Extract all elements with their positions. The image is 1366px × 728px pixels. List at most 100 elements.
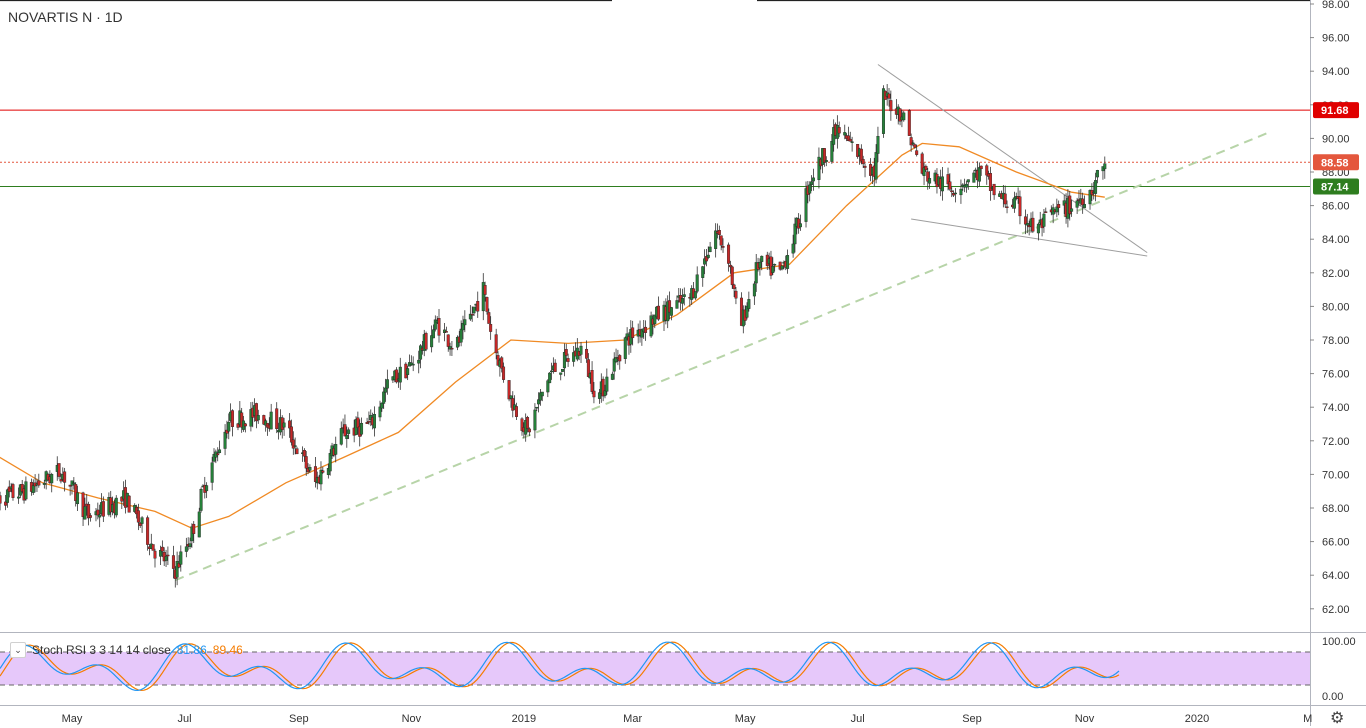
candle-body (708, 246, 712, 253)
candle-body (727, 244, 731, 264)
candle-body (17, 496, 21, 499)
candle-body (367, 421, 371, 423)
candle-body (597, 392, 601, 399)
candle-body (848, 138, 852, 142)
candle-body (553, 362, 557, 372)
candle-body (136, 510, 140, 523)
candle-body (509, 395, 513, 399)
candle-body (98, 514, 102, 518)
candle-body (786, 255, 790, 269)
candle-body (160, 546, 164, 552)
candle-body (417, 359, 421, 364)
price-tick-label: 98.00 (1322, 0, 1350, 11)
price-tick-label: 78.00 (1322, 335, 1350, 347)
candle-body (179, 551, 183, 565)
candle-body (1103, 163, 1107, 170)
time-axis[interactable]: May Jul Sep Nov 2019 Mar May Jul Sep Nov 2020 M (62, 713, 1313, 725)
candle-body (548, 372, 552, 384)
candle-body (695, 274, 699, 292)
candle-body (601, 378, 605, 397)
candle-body (585, 348, 589, 359)
candle-body (706, 254, 710, 258)
candle-body (1042, 213, 1046, 227)
candle-body (514, 406, 518, 417)
candle-body (448, 346, 452, 350)
candle-body (1088, 190, 1092, 205)
price-level-tag-label: 88.58 (1321, 157, 1349, 169)
candle-body (485, 297, 489, 312)
candle-body (1057, 204, 1061, 208)
candle-body (74, 484, 78, 502)
candle-body (240, 412, 244, 428)
candle-body (384, 387, 388, 393)
candle-body (76, 492, 80, 505)
candle-body (817, 156, 821, 180)
candle-body (1018, 196, 1022, 217)
candle-body (291, 439, 295, 449)
time-tick-label: May (62, 713, 83, 725)
candle-body (610, 373, 614, 380)
candle-body (924, 165, 928, 171)
candle-body (114, 497, 118, 516)
candle-body (7, 486, 11, 492)
candle-body (223, 431, 227, 449)
candle-body (614, 357, 618, 362)
candle-body (502, 366, 506, 380)
candle-body (430, 335, 434, 348)
candle-body (572, 352, 576, 362)
candle-body (915, 150, 919, 155)
gear-icon[interactable]: ⚙ (1330, 710, 1345, 727)
candle-body (728, 264, 732, 268)
candle-body (693, 291, 697, 299)
candle-body (979, 165, 983, 170)
time-tick-label: May (735, 713, 756, 725)
price-level-tag (1313, 154, 1359, 171)
candle-body (804, 188, 808, 222)
candle-body (151, 544, 155, 551)
candle-body (540, 391, 544, 397)
candle-body (24, 481, 28, 500)
candle-body (57, 463, 61, 477)
candle-body (295, 448, 299, 455)
candle-body (832, 127, 836, 145)
candle-body (793, 223, 797, 245)
price-level-tags: 91.68 88.58 87.14 (1313, 102, 1359, 195)
candle-body (977, 167, 981, 182)
time-tick-label: 2019 (512, 713, 536, 725)
candle-body (507, 380, 511, 400)
price-tick-label: 80.00 (1322, 301, 1350, 313)
d-value: 89.46 (212, 643, 243, 657)
candle-body (527, 428, 531, 433)
stoch-scale-label: 100.00 (1322, 636, 1356, 648)
price-level-tag-label: 87.14 (1321, 181, 1349, 193)
price-axis[interactable]: 98.0096.0094.0092.0090.0088.0086.0084.00… (1310, 0, 1350, 616)
candle-body (680, 298, 684, 304)
chevron-down-icon[interactable]: ⌄ (10, 642, 26, 658)
candle-body (579, 345, 583, 355)
candle-body (463, 319, 467, 326)
candle-body (249, 409, 253, 427)
candle-body (824, 160, 828, 163)
candle-body (926, 171, 930, 182)
candle-body (339, 428, 343, 445)
indicator-legend: ⌄ Stoch RSI 3 3 14 14 close 81.86 89.46 (10, 642, 243, 658)
time-tick-label: Sep (962, 713, 982, 725)
candle-body (236, 423, 240, 428)
candle-body (887, 93, 891, 99)
candle-body (326, 468, 330, 475)
candle-body (649, 315, 653, 337)
candle-body (561, 369, 565, 372)
candle-body (419, 345, 423, 360)
candle-body (308, 467, 312, 471)
candle-body (946, 174, 950, 185)
candle-body (953, 192, 957, 195)
trendline-support (174, 130, 1272, 582)
candle-body (909, 137, 913, 146)
candle-body (153, 550, 157, 559)
price-level-tag-label: 91.68 (1321, 105, 1349, 117)
candle-body (992, 183, 996, 196)
candle-body (964, 183, 968, 188)
candle-body (1023, 216, 1027, 225)
candle-body (758, 262, 762, 268)
